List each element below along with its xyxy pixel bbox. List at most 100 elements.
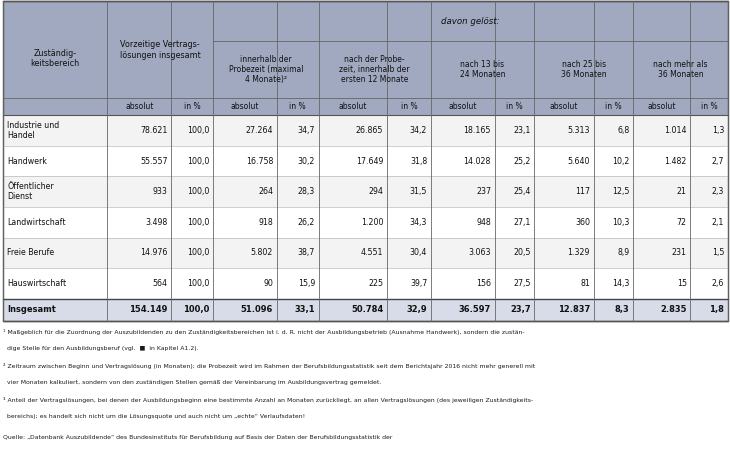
Text: 5.313: 5.313: [567, 126, 590, 135]
Text: 15,9: 15,9: [298, 279, 315, 288]
Text: nach mehr als
36 Monaten: nach mehr als 36 Monaten: [653, 60, 708, 79]
Text: 36.597: 36.597: [458, 305, 491, 314]
Text: 1.329: 1.329: [568, 248, 590, 257]
Text: 2,7: 2,7: [712, 157, 724, 166]
Text: 100,0: 100,0: [187, 218, 210, 227]
Text: 360: 360: [575, 218, 590, 227]
Text: 237: 237: [476, 187, 491, 196]
Text: 3.498: 3.498: [145, 218, 168, 227]
Bar: [3, 146, 728, 176]
Text: 39,7: 39,7: [410, 279, 427, 288]
Text: 14,3: 14,3: [612, 279, 629, 288]
Text: in %: in %: [289, 102, 306, 111]
Text: 117: 117: [575, 187, 590, 196]
Text: 225: 225: [368, 279, 383, 288]
Text: 15: 15: [677, 279, 687, 288]
Text: dige Stelle für den Ausbildungsberuf (vgl.  ■  in Kapitel A1.2).: dige Stelle für den Ausbildungsberuf (vg…: [3, 346, 199, 351]
Text: 34,3: 34,3: [410, 218, 427, 227]
Text: 1.014: 1.014: [664, 126, 687, 135]
Text: 32,9: 32,9: [407, 305, 427, 314]
Text: 10,3: 10,3: [612, 218, 629, 227]
Text: 51.096: 51.096: [241, 305, 273, 314]
Text: Freie Berufe: Freie Berufe: [7, 248, 55, 257]
Text: 16.758: 16.758: [246, 157, 273, 166]
Text: 21: 21: [677, 187, 687, 196]
Text: 17.649: 17.649: [356, 157, 383, 166]
Text: ² Zeitraum zwischen Beginn und Vertragslösung (in Monaten); die Probezeit wird i: ² Zeitraum zwischen Beginn und Vertragsl…: [3, 363, 535, 369]
Text: nach 25 bis
36 Monaten: nach 25 bis 36 Monaten: [561, 60, 607, 79]
Text: 264: 264: [258, 187, 273, 196]
Text: 38,7: 38,7: [298, 248, 315, 257]
Text: 12.837: 12.837: [558, 305, 590, 314]
Text: 5.640: 5.640: [567, 157, 590, 166]
Text: 33,1: 33,1: [294, 305, 315, 314]
Text: 90: 90: [264, 279, 273, 288]
Text: 8,3: 8,3: [615, 305, 629, 314]
Text: 3.063: 3.063: [469, 248, 491, 257]
Text: 5.802: 5.802: [251, 248, 273, 257]
Text: 1.200: 1.200: [361, 218, 383, 227]
Text: 2,1: 2,1: [712, 218, 724, 227]
Text: 23,7: 23,7: [510, 305, 531, 314]
Text: 27,1: 27,1: [513, 218, 531, 227]
Text: 34,2: 34,2: [410, 126, 427, 135]
Text: 564: 564: [153, 279, 168, 288]
Text: 14.028: 14.028: [464, 157, 491, 166]
Text: Handwerk: Handwerk: [7, 157, 47, 166]
Text: 6,8: 6,8: [618, 126, 629, 135]
Text: 25,4: 25,4: [513, 187, 531, 196]
Text: Vorzeitige Vertrags-
lösungen insgesamt: Vorzeitige Vertrags- lösungen insgesamt: [120, 40, 201, 60]
Text: 14.976: 14.976: [140, 248, 168, 257]
Text: 100,0: 100,0: [183, 305, 210, 314]
Text: 948: 948: [476, 218, 491, 227]
Text: nach 13 bis
24 Monaten: nach 13 bis 24 Monaten: [460, 60, 505, 79]
Text: 18.165: 18.165: [464, 126, 491, 135]
Text: 100,0: 100,0: [187, 279, 210, 288]
Text: 100,0: 100,0: [187, 157, 210, 166]
Text: davon gelöst:: davon gelöst:: [441, 17, 499, 26]
Text: 55.557: 55.557: [140, 157, 168, 166]
Text: in %: in %: [184, 102, 201, 111]
Bar: [3, 1, 728, 115]
Text: 27.264: 27.264: [246, 126, 273, 135]
Text: 1,5: 1,5: [712, 248, 724, 257]
Text: 2,6: 2,6: [712, 279, 724, 288]
Bar: [3, 207, 728, 238]
Text: 231: 231: [672, 248, 687, 257]
Text: 12,5: 12,5: [612, 187, 629, 196]
Text: ³ Anteil der Vertragslösungen, bei denen der Ausbildungsbeginn eine bestimmte An: ³ Anteil der Vertragslösungen, bei denen…: [3, 397, 533, 403]
Text: in %: in %: [401, 102, 417, 111]
Text: nach der Probe-
zeit, innerhalb der
ersten 12 Monate: nach der Probe- zeit, innerhalb der erst…: [339, 55, 410, 84]
Text: absolut: absolut: [648, 102, 676, 111]
Text: 933: 933: [153, 187, 168, 196]
Text: 8,9: 8,9: [618, 248, 629, 257]
Text: 156: 156: [476, 279, 491, 288]
Text: absolut: absolut: [448, 102, 477, 111]
Text: ¹ Maßgeblich für die Zuordnung der Auszubildenden zu den Zuständigkeitsbereichen: ¹ Maßgeblich für die Zuordnung der Auszu…: [3, 329, 525, 335]
Text: 81: 81: [580, 279, 590, 288]
Text: Quelle: „Datenbank Auszubildende“ des Bundesinstituts für Berufsbildung auf Basi: Quelle: „Datenbank Auszubildende“ des Bu…: [3, 435, 392, 440]
Bar: [3, 1, 728, 321]
Text: 294: 294: [369, 187, 383, 196]
Bar: [213, 1, 728, 41]
Text: 23,1: 23,1: [513, 126, 531, 135]
Text: innerhalb der
Probezeit (maximal
4 Monate)²: innerhalb der Probezeit (maximal 4 Monat…: [228, 55, 303, 84]
Text: 1,8: 1,8: [710, 305, 724, 314]
Text: 2,3: 2,3: [712, 187, 724, 196]
Bar: [3, 1, 213, 115]
Text: 100,0: 100,0: [187, 126, 210, 135]
Text: 4.551: 4.551: [361, 248, 383, 257]
Text: 100,0: 100,0: [187, 187, 210, 196]
Text: in %: in %: [506, 102, 523, 111]
Text: 27,5: 27,5: [513, 279, 531, 288]
Bar: [3, 299, 728, 321]
Bar: [3, 176, 728, 207]
Text: 50.784: 50.784: [351, 305, 383, 314]
Text: 34,7: 34,7: [298, 126, 315, 135]
Text: 100,0: 100,0: [187, 248, 210, 257]
Bar: [3, 268, 728, 299]
Text: absolut: absolut: [339, 102, 367, 111]
Text: 30,4: 30,4: [410, 248, 427, 257]
Text: Industrie und
Handel: Industrie und Handel: [7, 121, 60, 141]
Text: Landwirtschaft: Landwirtschaft: [7, 218, 66, 227]
